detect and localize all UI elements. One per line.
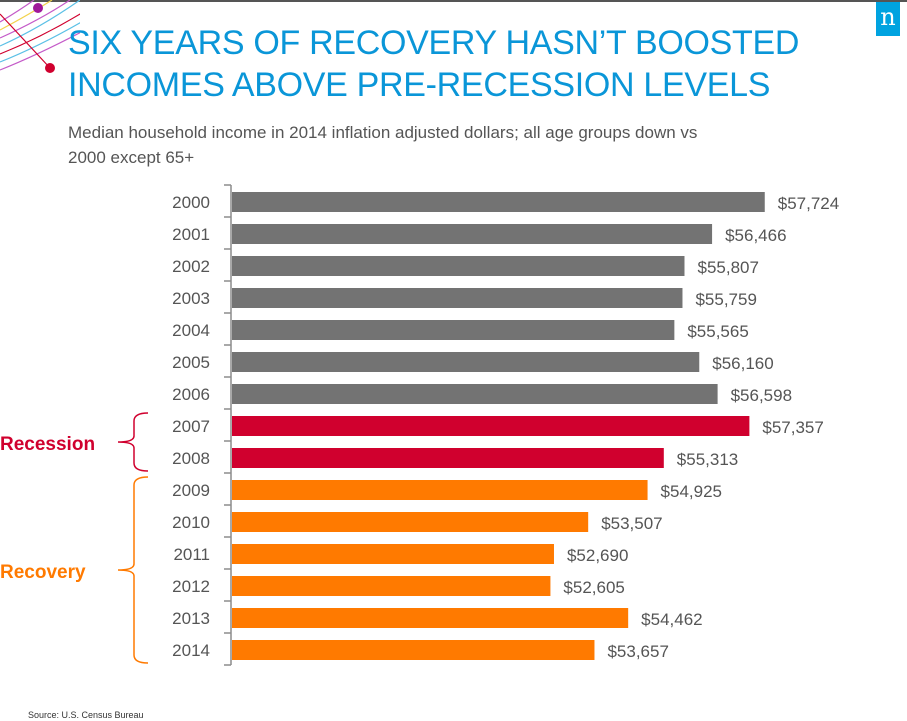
subtitle-line-1: Median household income in 2014 inflatio… bbox=[68, 123, 698, 142]
bar-2009 bbox=[232, 480, 648, 500]
bar-2005 bbox=[232, 352, 700, 372]
value-label: $55,807 bbox=[697, 258, 758, 277]
category-label: 2002 bbox=[172, 257, 210, 276]
bar-2001 bbox=[232, 224, 713, 244]
category-label: 2006 bbox=[172, 385, 210, 404]
subtitle: Median household income in 2014 inflatio… bbox=[68, 120, 828, 170]
title-line-2: INCOMES ABOVE PRE-RECESSION LEVELS bbox=[68, 66, 771, 104]
category-label: 2009 bbox=[172, 481, 210, 500]
bar-2012 bbox=[232, 576, 551, 596]
nielsen-logo-icon: n bbox=[876, 2, 900, 36]
category-label: 2003 bbox=[172, 289, 210, 308]
value-label: $53,657 bbox=[607, 642, 668, 661]
category-label: 2008 bbox=[172, 449, 210, 468]
value-label: $54,925 bbox=[661, 482, 722, 501]
page-title: SIX YEARS OF RECOVERY HASN’T BOOSTED INC… bbox=[68, 22, 868, 106]
category-label: 2005 bbox=[172, 353, 210, 372]
subtitle-line-2: 2000 except 65+ bbox=[68, 148, 195, 167]
bar-2013 bbox=[232, 608, 629, 628]
value-label: $52,690 bbox=[567, 546, 628, 565]
value-label: $52,605 bbox=[563, 578, 624, 597]
bar-2011 bbox=[232, 544, 554, 564]
value-label: $55,565 bbox=[687, 322, 748, 341]
recession-brace bbox=[117, 412, 149, 472]
value-label: $56,466 bbox=[725, 226, 786, 245]
value-label: $55,313 bbox=[677, 450, 738, 469]
decorative-lines-icon bbox=[0, 0, 80, 73]
bar-2000 bbox=[232, 192, 765, 212]
value-label: $53,507 bbox=[601, 514, 662, 533]
category-label: 2010 bbox=[172, 513, 210, 532]
value-label: $55,759 bbox=[695, 290, 756, 309]
bar-2014 bbox=[232, 640, 595, 660]
category-label: 2004 bbox=[172, 321, 210, 340]
bar-2010 bbox=[232, 512, 589, 532]
bar-2002 bbox=[232, 256, 685, 276]
category-label: 2000 bbox=[172, 193, 210, 212]
category-label: 2013 bbox=[172, 609, 210, 628]
top-border bbox=[0, 0, 907, 2]
value-label: $57,357 bbox=[762, 418, 823, 437]
category-label: 2011 bbox=[173, 545, 210, 564]
bar-2008 bbox=[232, 448, 664, 468]
value-label: $56,598 bbox=[731, 386, 792, 405]
value-label: $56,160 bbox=[712, 354, 773, 373]
value-label: $54,462 bbox=[641, 610, 702, 629]
recovery-label: Recovery bbox=[0, 562, 86, 583]
recession-label: Recession bbox=[0, 434, 95, 455]
title-line-1: SIX YEARS OF RECOVERY HASN’T BOOSTED bbox=[68, 24, 800, 62]
category-label: 2001 bbox=[172, 225, 210, 244]
category-label: 2012 bbox=[172, 577, 210, 596]
bar-2003 bbox=[232, 288, 683, 308]
recovery-brace bbox=[117, 476, 149, 664]
value-label: $57,724 bbox=[778, 194, 839, 213]
source-note: Source: U.S. Census Bureau bbox=[28, 710, 144, 720]
category-label: 2007 bbox=[172, 417, 210, 436]
bar-2006 bbox=[232, 384, 718, 404]
bar-2007 bbox=[232, 416, 750, 436]
category-label: 2014 bbox=[172, 641, 210, 660]
bar-2004 bbox=[232, 320, 675, 340]
